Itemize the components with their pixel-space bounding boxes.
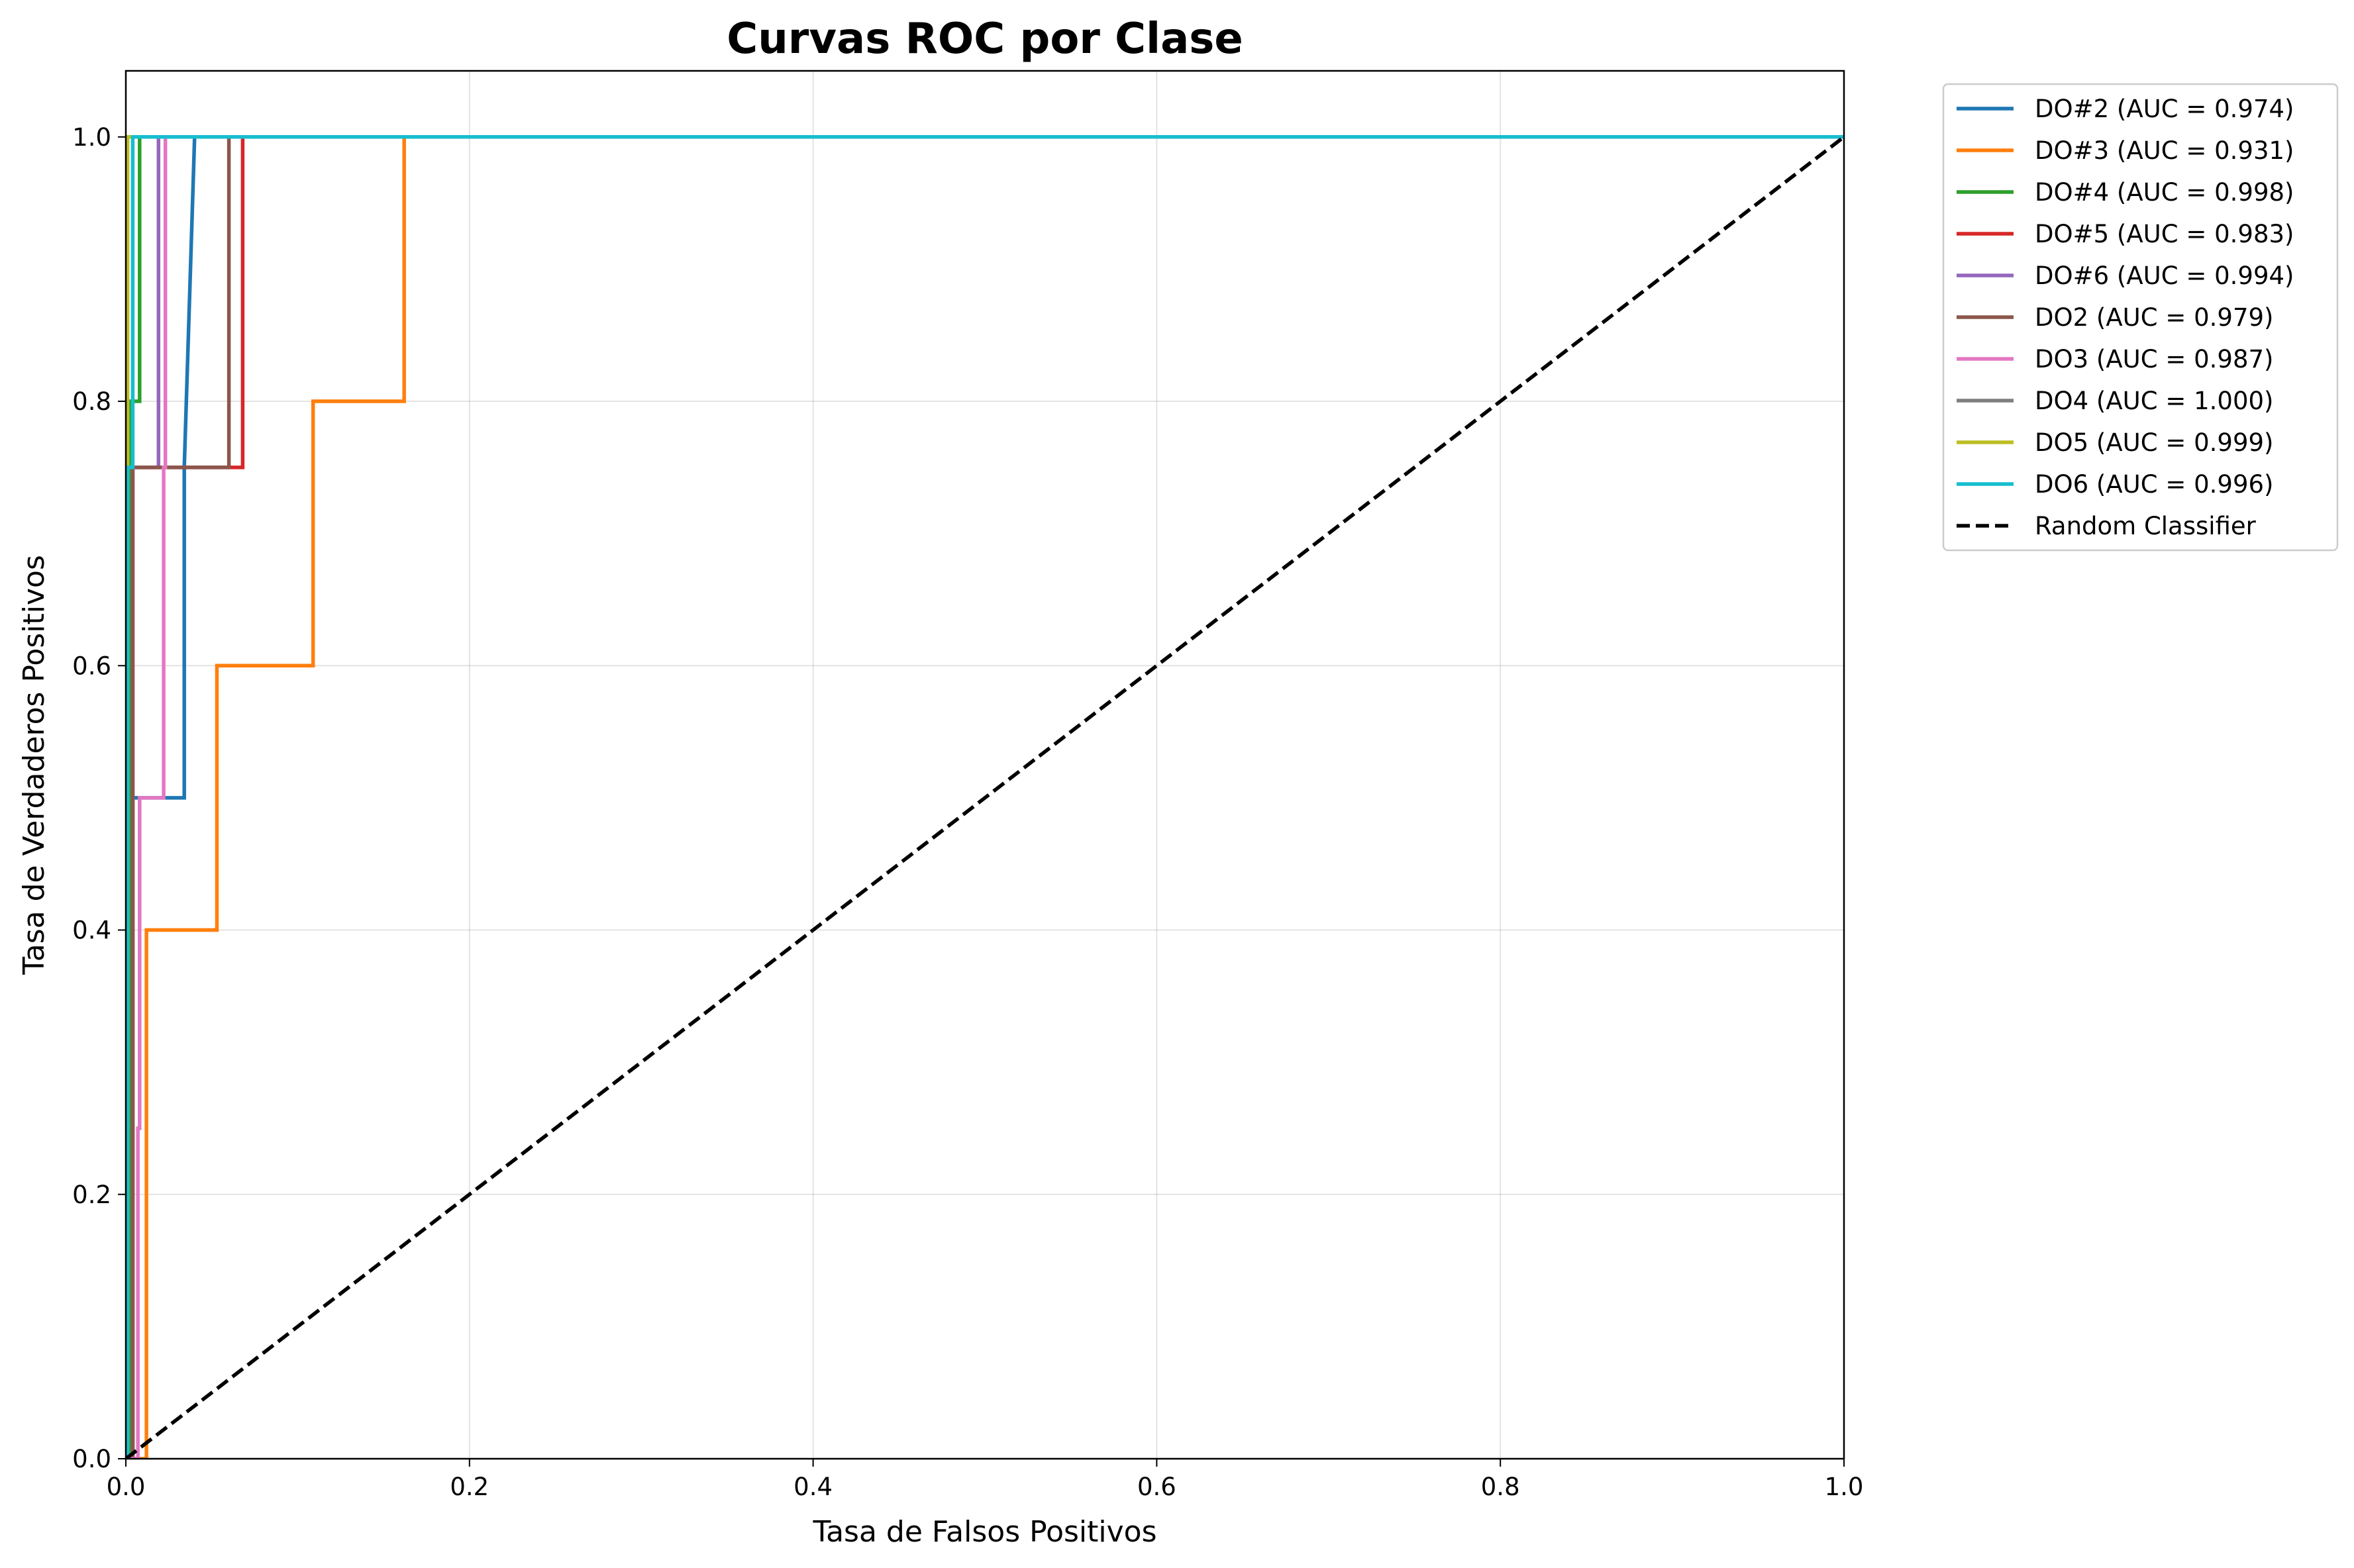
gridlines	[125, 71, 1845, 1459]
legend-label: DO#5 (AUC = 0.983)	[2035, 220, 2294, 248]
legend: DO#2 (AUC = 0.974) DO#3 (AUC = 0.931) DO#4…	[1942, 83, 2339, 552]
legend-label: DO#2 (AUC = 0.974)	[2035, 95, 2294, 123]
y-tick-label: 0.8	[72, 387, 111, 416]
legend-label: DO5 (AUC = 0.999)	[2035, 428, 2273, 457]
roc-line-7	[126, 135, 1844, 1459]
legend-label: DO#4 (AUC = 0.998)	[2035, 178, 2294, 207]
x-tick-label: 0.6	[1137, 1473, 1176, 1501]
random-classifier-line	[126, 135, 1844, 1459]
legend-box	[1942, 83, 2339, 552]
y-axis-title: Tasa de Verdaderos Positivos	[17, 555, 51, 975]
chart-title: Curvas ROC por Clase	[727, 15, 1243, 64]
y-tick-label: 0.6	[72, 652, 111, 680]
plot-frame	[125, 70, 1845, 1460]
legend-label: DO6 (AUC = 0.996)	[2035, 470, 2273, 499]
legend-label: DO#6 (AUC = 0.994)	[2035, 262, 2294, 290]
y-tick-label: 0.4	[72, 916, 111, 945]
x-tick-label: 0.8	[1481, 1473, 1520, 1501]
x-axis-title: Tasa de Falsos Positivos	[812, 1515, 1156, 1549]
x-tick-label: 1.0	[1825, 1473, 1864, 1501]
x-tick-label: 0.2	[450, 1473, 489, 1501]
legend-label: DO4 (AUC = 1.000)	[2035, 387, 2273, 415]
legend-label: Random Classifier	[2035, 512, 2257, 540]
y-tick-label: 1.0	[72, 123, 111, 152]
y-tick-label: 0.0	[72, 1445, 111, 1473]
axis-ticks: 0.0 0.2 0.4 0.6 0.8 1.0 0.0 0.2 0.4 0.6 0.8 1.0	[72, 123, 1863, 1501]
plot-series	[126, 135, 1844, 1459]
x-tick-label: 0.0	[107, 1473, 146, 1501]
x-tick-label: 0.4	[793, 1473, 833, 1501]
roc-line-2	[126, 135, 1844, 1459]
y-tick-label: 0.2	[72, 1181, 111, 1209]
legend-label: DO#3 (AUC = 0.931)	[2035, 136, 2294, 165]
legend-label: DO2 (AUC = 0.979)	[2035, 303, 2273, 332]
roc-line-10	[126, 135, 1844, 1459]
legend-label: DO3 (AUC = 0.987)	[2035, 345, 2273, 373]
